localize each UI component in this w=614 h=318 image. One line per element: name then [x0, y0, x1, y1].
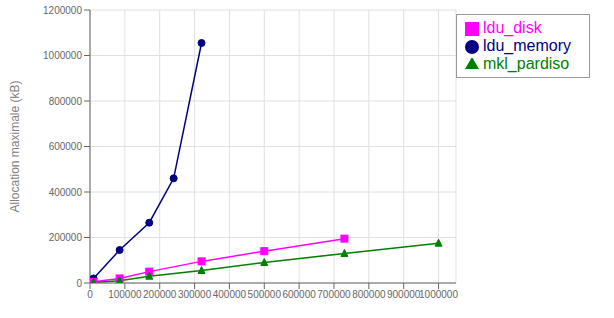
- svg-text:1000000: 1000000: [43, 50, 82, 61]
- svg-text:1000000: 1000000: [419, 289, 458, 300]
- svg-text:700000: 700000: [317, 289, 351, 300]
- svg-text:400000: 400000: [213, 289, 247, 300]
- svg-text:0: 0: [76, 278, 82, 289]
- svg-text:Allocation maximale (kB): Allocation maximale (kB): [8, 80, 22, 212]
- svg-text:1200000: 1200000: [43, 5, 82, 16]
- svg-text:200000: 200000: [143, 289, 177, 300]
- svg-text:600000: 600000: [282, 289, 316, 300]
- svg-text:200000: 200000: [49, 232, 83, 243]
- svg-text:500000: 500000: [248, 289, 282, 300]
- html-text:mkl_pardiso: mkl_pardiso: [483, 55, 570, 72]
- svg-text:900000: 900000: [387, 289, 421, 300]
- svg-text:100000: 100000: [108, 289, 142, 300]
- svg-text:800000: 800000: [49, 96, 83, 107]
- svg-text:300000: 300000: [178, 289, 212, 300]
- svg-text:0: 0: [87, 289, 93, 300]
- html-text:ldu_memory: ldu_memory: [483, 37, 571, 54]
- svg-text:400000: 400000: [49, 187, 83, 198]
- svg-text:800000: 800000: [352, 289, 386, 300]
- html-text:ldu_disk: ldu_disk: [483, 19, 542, 36]
- svg-text:600000: 600000: [49, 141, 83, 152]
